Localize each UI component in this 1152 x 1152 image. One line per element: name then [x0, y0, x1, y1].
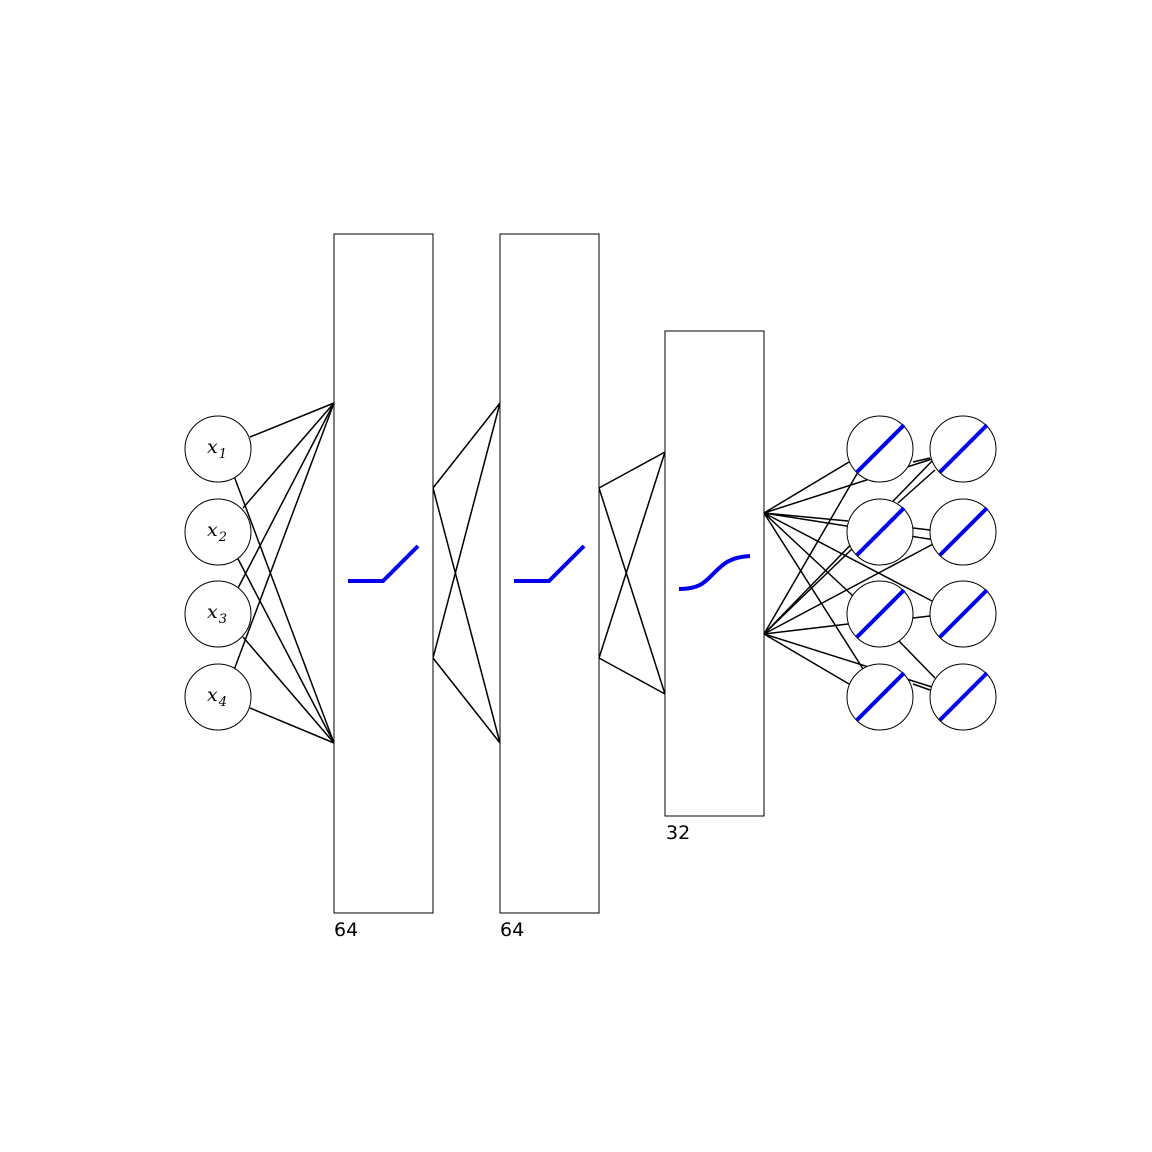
- connection-line: [236, 556, 335, 744]
- connection-line: [763, 512, 854, 597]
- linear-icon: [855, 671, 906, 722]
- connection-line: [242, 636, 335, 744]
- output-node: [846, 415, 914, 483]
- connection-line: [897, 469, 936, 504]
- output-nodes: [846, 415, 997, 731]
- connection-line: [897, 639, 936, 679]
- linear-icon: [938, 506, 989, 557]
- linear-icon: [938, 671, 989, 722]
- connection-line: [763, 512, 866, 673]
- linear-icon: [938, 588, 989, 639]
- hidden-layer-1: 64: [333, 233, 434, 941]
- output-node: [846, 498, 914, 566]
- hidden-layer-3: 32: [664, 330, 765, 844]
- layer-size-label: 32: [666, 822, 690, 844]
- output-node: [929, 498, 997, 566]
- input-node-1: x1: [184, 415, 252, 483]
- svg-text:x3: x3: [207, 601, 227, 627]
- layer-size-label: 64: [500, 919, 524, 941]
- relu-icon: [514, 544, 586, 583]
- connection-line: [233, 475, 335, 744]
- connection-line: [432, 657, 501, 744]
- connection-line: [432, 402, 501, 489]
- input-node-3: x3: [184, 580, 252, 648]
- connection-lines: [233, 402, 936, 744]
- connection-line: [763, 512, 933, 602]
- connection-line: [432, 402, 501, 659]
- connection-line: [598, 657, 666, 695]
- connection-line: [763, 623, 849, 635]
- connection-line: [763, 459, 866, 635]
- connection-line: [763, 457, 936, 635]
- connection-line: [432, 487, 501, 744]
- output-node: [929, 580, 997, 648]
- output-node: [929, 415, 997, 483]
- connection-line: [912, 683, 931, 691]
- layer-size-label: 64: [334, 919, 358, 941]
- connection-line: [233, 402, 335, 671]
- connection-line: [598, 451, 666, 659]
- relu-icon: [348, 544, 420, 583]
- input-node-2: x2: [184, 498, 252, 566]
- output-node: [846, 580, 914, 648]
- linear-icon: [855, 588, 906, 639]
- input-node-4: x4: [184, 663, 252, 731]
- hidden-layer-2: 64: [499, 233, 600, 941]
- connection-line: [598, 451, 666, 489]
- linear-icon: [855, 423, 906, 474]
- connection-line: [249, 402, 335, 438]
- connection-line: [763, 461, 850, 514]
- connection-line: [763, 512, 849, 522]
- connection-line: [763, 542, 936, 635]
- output-node: [929, 663, 997, 731]
- svg-text:x2: x2: [207, 519, 227, 545]
- connection-line: [912, 615, 931, 619]
- connection-line: [912, 457, 931, 463]
- sigmoid-icon: [678, 554, 751, 591]
- svg-text:x4: x4: [207, 684, 227, 710]
- connection-line: [242, 402, 335, 509]
- connection-line: [763, 633, 850, 685]
- linear-icon: [938, 423, 989, 474]
- connection-line: [236, 402, 335, 591]
- connection-line: [249, 707, 335, 744]
- connection-line: [912, 527, 931, 531]
- linear-icon: [855, 506, 906, 557]
- connection-line: [598, 487, 666, 695]
- output-node: [846, 663, 914, 731]
- svg-text:x1: x1: [207, 436, 227, 462]
